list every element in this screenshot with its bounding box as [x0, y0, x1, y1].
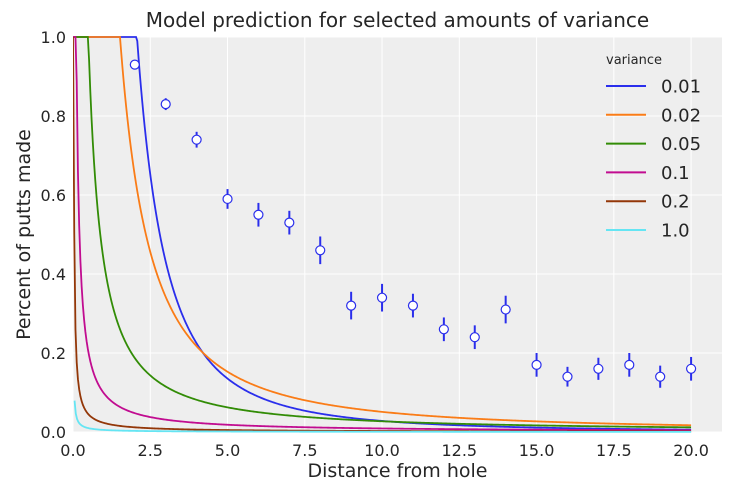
x-tick-label: 20.0 [673, 441, 709, 460]
y-tick-label: 0.0 [41, 423, 66, 442]
legend-label: 1.0 [661, 221, 690, 242]
observation-point [160, 99, 171, 110]
x-tick-label: 12.5 [441, 441, 477, 460]
legend: variance 0.01 0.02 0.05 0.1 0.2 1.0 [606, 53, 701, 242]
legend-label: 0.02 [661, 105, 701, 126]
observation-point [376, 292, 388, 303]
legend-label: 0.05 [661, 134, 701, 155]
x-tick-label: 2.5 [138, 441, 163, 460]
legend-label: 0.01 [661, 77, 701, 98]
observation-point [655, 371, 666, 382]
y-tick-label: 0.8 [41, 107, 66, 126]
x-axis-ticks: 0.0 2.5 5.0 7.5 10.0 12.5 15.0 17.5 20.0 [60, 441, 709, 460]
series-line-0.05 [73, 36, 692, 429]
observation-points [129, 59, 697, 388]
observation-point [593, 363, 604, 374]
legend-label: 0.1 [661, 163, 690, 184]
legend-title: variance [606, 53, 662, 68]
x-tick-label: 17.5 [596, 441, 632, 460]
observation-point [438, 324, 449, 335]
observation-point [191, 134, 202, 145]
y-tick-label: 0.2 [41, 344, 66, 363]
observation-point [469, 332, 480, 343]
observation-point [531, 359, 542, 370]
observation-point [129, 59, 140, 70]
observation-point [346, 300, 357, 311]
x-tick-label: 7.5 [292, 441, 317, 460]
curves [73, 36, 692, 433]
y-tick-label: 0.6 [41, 186, 66, 205]
observation-point [253, 209, 264, 220]
x-tick-label: 15.0 [519, 441, 555, 460]
observation-point [562, 371, 573, 382]
observation-point [315, 245, 326, 256]
plot-background [73, 37, 722, 432]
x-axis-label: Distance from hole [307, 460, 487, 482]
y-tick-label: 0.4 [41, 265, 66, 284]
x-tick-label: 10.0 [364, 441, 400, 460]
observation-point [624, 359, 635, 370]
observation-point [500, 304, 511, 315]
legend-label: 0.2 [661, 192, 690, 213]
chart-title: Model prediction for selected amounts of… [146, 8, 649, 32]
series-line-0.02 [73, 36, 692, 427]
observation-point [685, 363, 697, 374]
series-line-1.0 [73, 400, 692, 433]
observation-point [407, 300, 419, 311]
observation-point [222, 193, 233, 205]
x-tick-label: 5.0 [215, 441, 240, 460]
observation-point [284, 217, 295, 228]
y-axis-label: Percent of putts made [13, 129, 35, 340]
y-tick-label: 1.0 [41, 28, 66, 47]
y-axis-ticks: 0.0 0.2 0.4 0.6 0.8 1.0 [41, 28, 66, 442]
series-line-0.1 [73, 36, 692, 432]
x-tick-label: 0.0 [60, 441, 85, 460]
